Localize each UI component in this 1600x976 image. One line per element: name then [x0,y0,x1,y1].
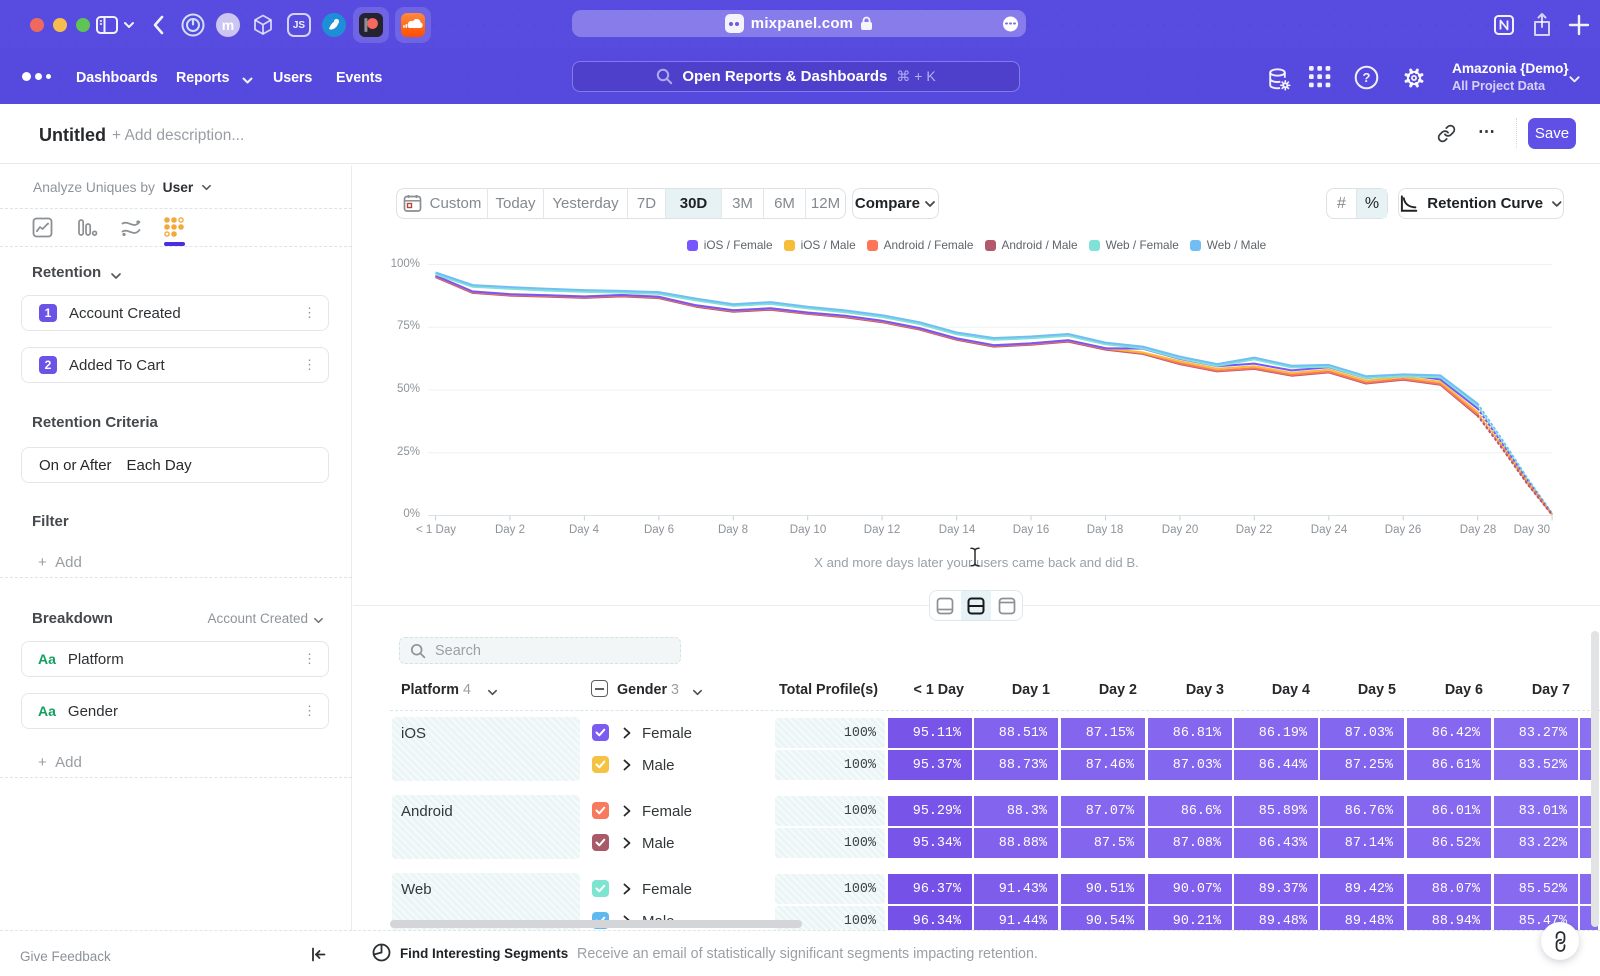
svg-text:?: ? [1363,70,1371,85]
